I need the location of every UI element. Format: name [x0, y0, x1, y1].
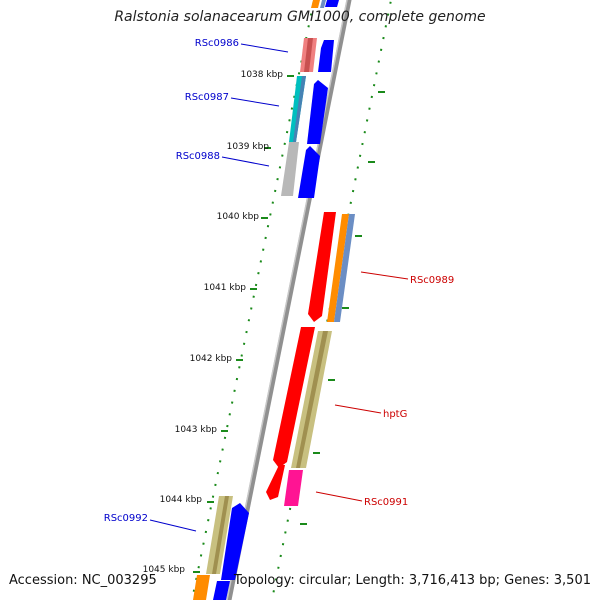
gene-RSc0992[interactable]: [206, 496, 249, 580]
feature-top: [311, 0, 339, 8]
genome-backbone: [226, 0, 352, 600]
kbp-label: 1043 kbp: [175, 425, 218, 435]
gene-RSc0987[interactable]: [289, 76, 328, 144]
kbp-label: 1044 kbp: [160, 495, 203, 505]
gene-RSc0986[interactable]: [300, 38, 334, 72]
gene-label-RSc0992[interactable]: RSc0992: [104, 513, 148, 524]
gene-RSc0989[interactable]: [308, 212, 355, 322]
kbp-label: 1045 kbp: [143, 565, 186, 575]
kbp-label: 1039 kbp: [227, 142, 270, 152]
gene-label-RSc0987[interactable]: RSc0987: [185, 92, 229, 103]
gene-label-RSc0991[interactable]: RSc0991: [364, 497, 408, 508]
topology-text: Topology: circular; Length: 3,716,413 bp…: [233, 573, 591, 588]
accession-text: Accession: NC_003295: [9, 573, 157, 588]
kbp-label: 1041 kbp: [204, 283, 247, 293]
scale-ticks: [193, 75, 385, 573]
gene-label-hptG[interactable]: hptG: [383, 409, 407, 420]
gene-RSc0991[interactable]: [266, 465, 303, 506]
gene-label-RSc0986[interactable]: RSc0986: [195, 38, 239, 49]
gene-hptG[interactable]: [273, 327, 332, 468]
map-title: Ralstonia solanacearum GMI1000, complete…: [114, 9, 486, 25]
gene-RSc0988[interactable]: [281, 142, 320, 198]
gene-label-RSc0988[interactable]: RSc0988: [176, 151, 220, 162]
kbp-label: 1038 kbp: [241, 70, 284, 80]
feature-bottom: [193, 575, 230, 600]
label-leaders: [149, 43, 409, 532]
gene-label-RSc0989[interactable]: RSc0989: [410, 275, 454, 286]
kbp-label: 1042 kbp: [190, 354, 233, 364]
kbp-label: 1040 kbp: [217, 212, 260, 222]
